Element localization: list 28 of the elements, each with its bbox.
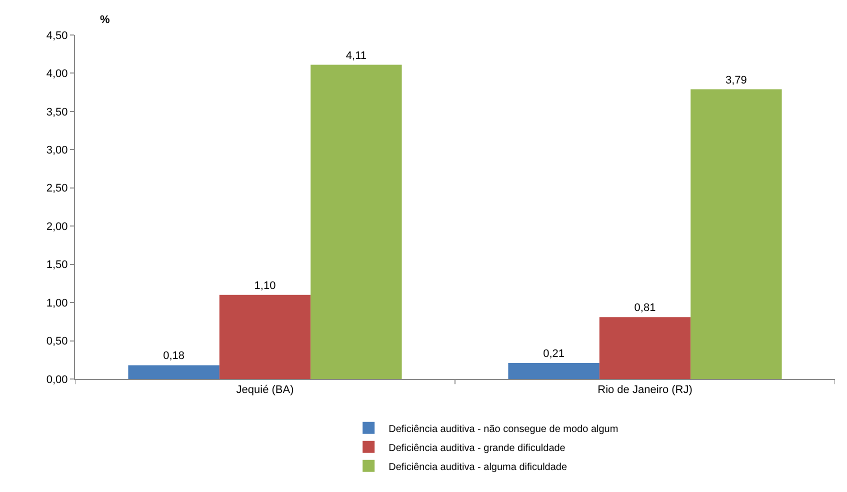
data-label: 1,10 — [254, 280, 276, 292]
y-tick-label: 0,50 — [46, 336, 68, 348]
y-tick-label: 1,00 — [46, 297, 68, 310]
y-axis-title: % — [100, 14, 110, 26]
y-tick-label: 4,50 — [46, 30, 68, 42]
y-tick-label: 2,00 — [46, 220, 68, 233]
y-tick-label: 0,00 — [46, 374, 68, 386]
data-label: 0,81 — [634, 302, 656, 314]
x-tick-label: Jequié (BA) — [236, 384, 294, 396]
legend-label: Deficiência auditiva - alguma dificuldade — [388, 462, 568, 473]
y-tick-label: 1,50 — [46, 259, 68, 272]
legend-label: Deficiência auditiva - não consegue de modo algum — [388, 424, 618, 435]
y-tick-label: 3,50 — [46, 106, 68, 118]
bar — [310, 64, 402, 379]
data-label: 4,11 — [346, 50, 366, 62]
y-tick-label: 4,00 — [46, 68, 68, 80]
bar — [599, 317, 691, 379]
x-tick-label: Rio de Janeiro (RJ) — [598, 384, 692, 396]
bar — [508, 362, 600, 379]
legend-label: Deficiência auditiva - grande dificuldade — [388, 442, 566, 454]
data-label: 3,79 — [725, 74, 747, 86]
data-label: 0,21 — [543, 348, 565, 360]
bar — [128, 365, 220, 379]
data-label: 0,18 — [163, 350, 185, 362]
y-tick-label: 3,00 — [46, 144, 68, 157]
y-tick-label: 2,50 — [46, 182, 68, 195]
bar — [219, 294, 311, 379]
bar — [690, 89, 782, 379]
